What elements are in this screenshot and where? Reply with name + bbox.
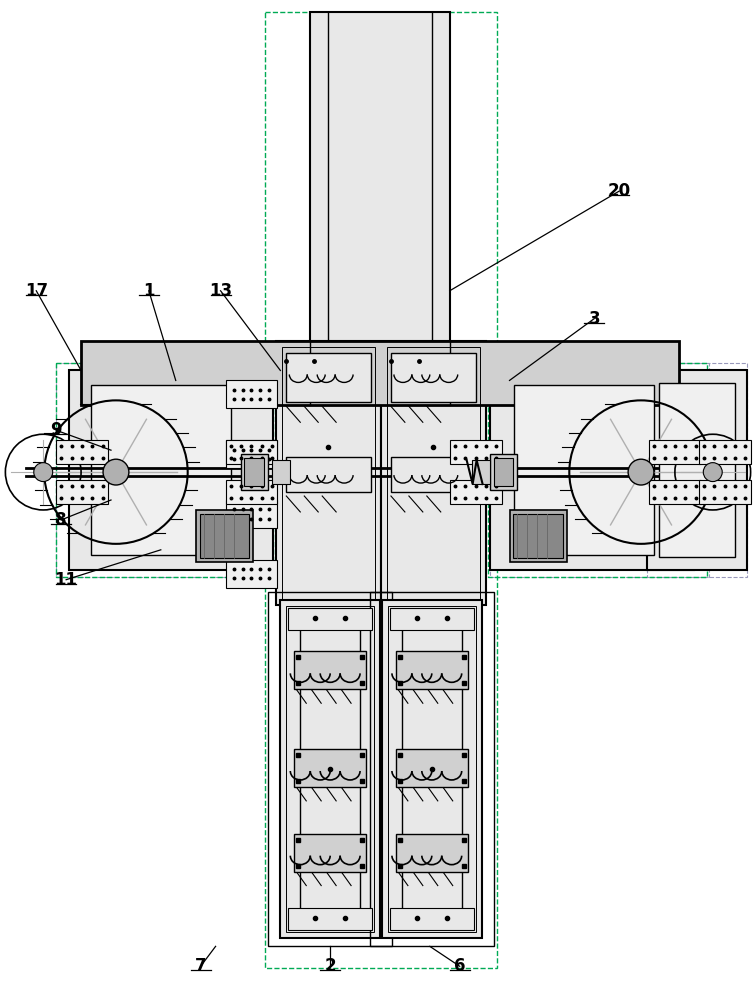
Bar bbox=[449, 480, 501, 504]
Bar bbox=[69, 370, 274, 570]
Bar bbox=[396, 651, 467, 689]
Bar bbox=[280, 600, 380, 938]
Bar bbox=[268, 592, 392, 946]
Bar bbox=[649, 480, 700, 504]
Bar bbox=[390, 608, 474, 630]
Bar bbox=[494, 458, 513, 486]
Bar bbox=[647, 370, 746, 570]
Bar bbox=[294, 749, 366, 787]
Bar bbox=[381, 341, 486, 605]
Bar bbox=[472, 460, 489, 484]
Text: 8: 8 bbox=[55, 511, 67, 529]
Bar bbox=[699, 480, 751, 504]
Text: 17: 17 bbox=[25, 282, 48, 300]
Bar bbox=[244, 458, 265, 486]
Text: 13: 13 bbox=[209, 282, 232, 300]
Bar bbox=[370, 592, 494, 946]
Text: 7: 7 bbox=[195, 957, 207, 975]
Bar bbox=[294, 834, 366, 872]
Bar bbox=[277, 341, 381, 605]
Bar bbox=[81, 341, 679, 405]
Bar bbox=[196, 510, 253, 562]
Text: 2: 2 bbox=[324, 957, 336, 975]
Text: 1: 1 bbox=[143, 282, 155, 300]
Circle shape bbox=[34, 463, 53, 482]
Bar bbox=[659, 383, 734, 557]
Bar bbox=[288, 608, 372, 630]
Bar bbox=[449, 440, 501, 464]
Bar bbox=[489, 363, 709, 577]
Circle shape bbox=[628, 459, 654, 485]
Bar bbox=[647, 363, 746, 577]
Bar bbox=[382, 600, 482, 938]
Text: 3: 3 bbox=[588, 310, 600, 328]
Bar bbox=[388, 606, 476, 932]
Bar bbox=[294, 651, 366, 689]
Bar bbox=[91, 385, 231, 555]
Bar bbox=[225, 380, 277, 408]
Bar bbox=[57, 440, 108, 464]
Bar bbox=[57, 363, 275, 577]
Bar bbox=[57, 363, 275, 577]
Bar bbox=[514, 385, 654, 555]
Bar bbox=[387, 347, 480, 599]
Bar bbox=[225, 440, 277, 468]
Bar bbox=[265, 12, 497, 968]
Bar bbox=[396, 834, 467, 872]
Bar bbox=[287, 353, 371, 402]
Circle shape bbox=[703, 463, 722, 482]
Bar bbox=[288, 908, 372, 930]
Text: 20: 20 bbox=[608, 182, 630, 200]
Bar bbox=[488, 363, 706, 577]
Bar bbox=[241, 454, 268, 490]
Text: 11: 11 bbox=[54, 571, 78, 589]
Circle shape bbox=[103, 459, 129, 485]
Bar bbox=[225, 560, 277, 588]
Bar bbox=[310, 12, 449, 341]
Bar bbox=[282, 347, 375, 599]
Text: 6: 6 bbox=[454, 957, 465, 975]
Bar bbox=[200, 514, 250, 558]
Bar bbox=[699, 440, 751, 464]
Bar bbox=[391, 457, 476, 492]
Bar bbox=[510, 510, 567, 562]
Bar bbox=[489, 454, 517, 490]
Text: 9: 9 bbox=[51, 421, 62, 439]
Bar bbox=[57, 480, 108, 504]
Bar bbox=[649, 440, 700, 464]
Bar bbox=[225, 500, 277, 528]
Bar bbox=[272, 460, 290, 484]
Bar bbox=[489, 370, 694, 570]
Bar bbox=[513, 514, 563, 558]
Bar bbox=[390, 908, 474, 930]
Bar bbox=[396, 749, 467, 787]
Bar bbox=[391, 353, 476, 402]
Bar bbox=[287, 606, 374, 932]
Bar bbox=[225, 440, 277, 464]
Bar bbox=[225, 480, 277, 504]
Bar bbox=[287, 457, 371, 492]
